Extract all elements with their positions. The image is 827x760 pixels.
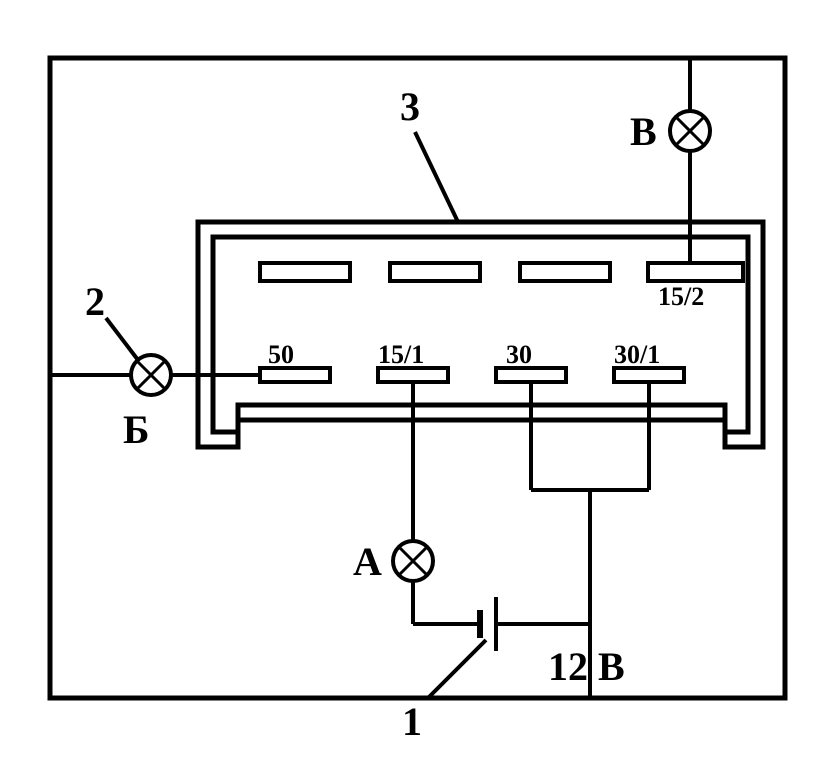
terminal-label-15-1: 15/1 (378, 340, 424, 369)
terminal-label-50: 50 (268, 340, 294, 369)
slot-top-3 (520, 263, 610, 281)
label-lamp-Bk: Б (123, 407, 149, 452)
label-voltage: 12 В (548, 644, 625, 689)
slot-top-2 (390, 263, 480, 281)
leader-2 (106, 318, 138, 360)
slot-top-1 (260, 263, 350, 281)
terminal-label-30-1: 30/1 (614, 340, 660, 369)
leader-1 (428, 640, 486, 698)
slot-30-1 (614, 368, 684, 382)
slot-30 (496, 368, 566, 382)
label-ref-3: 3 (400, 84, 420, 129)
lamp-B (670, 111, 710, 151)
terminal-label-15-2: 15/2 (658, 282, 704, 311)
lamp-Bk (131, 355, 171, 395)
lamp-A (393, 541, 433, 581)
slot-50 (260, 368, 330, 382)
label-ref-1: 1 (402, 699, 422, 744)
label-lamp-B: В (630, 109, 657, 154)
leader-3 (415, 132, 458, 222)
slot-15-1 (378, 368, 448, 382)
label-lamp-A: А (353, 539, 382, 584)
slot-top-4 (648, 263, 743, 281)
terminal-label-30: 30 (506, 340, 532, 369)
schematic-diagram: 15/2 50 15/1 30 30/1 3 (0, 0, 827, 760)
connector-outer (198, 222, 763, 447)
label-ref-2: 2 (85, 279, 105, 324)
